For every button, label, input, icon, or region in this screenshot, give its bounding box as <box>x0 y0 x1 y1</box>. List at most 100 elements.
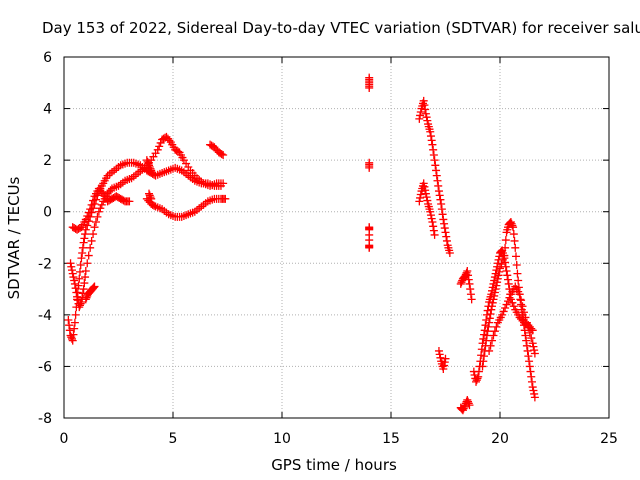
y-tick-label: -8 <box>38 411 52 427</box>
data-point <box>75 274 84 283</box>
data-point <box>431 161 440 170</box>
data-point <box>89 283 98 292</box>
axis-ticks <box>63 56 610 419</box>
data-point <box>415 114 424 123</box>
data-point <box>67 334 76 343</box>
data-point <box>153 145 162 154</box>
data-point <box>498 255 507 264</box>
data-point <box>70 318 79 327</box>
data-point <box>492 281 501 290</box>
data-point <box>78 248 87 257</box>
data-point <box>432 166 441 175</box>
data-point <box>497 247 506 256</box>
data-point <box>428 218 437 227</box>
data-point <box>437 205 446 214</box>
data-point <box>80 234 89 243</box>
data-point <box>147 194 156 203</box>
data-point <box>526 367 535 376</box>
data-point <box>156 138 165 147</box>
data-point <box>143 157 152 166</box>
data-point <box>365 83 374 92</box>
data-point <box>527 334 536 343</box>
data-point <box>525 328 534 337</box>
data-point <box>430 156 439 165</box>
data-point <box>442 232 451 241</box>
data-point <box>125 197 134 206</box>
data-point <box>488 336 497 345</box>
data-point <box>81 230 90 239</box>
data-point <box>508 298 517 307</box>
data-point <box>64 316 73 325</box>
data-point <box>509 223 518 232</box>
data-point <box>503 271 512 280</box>
data-point <box>525 362 534 371</box>
data-point <box>97 200 106 209</box>
data-point <box>503 297 512 306</box>
data-point <box>66 259 75 268</box>
data-point <box>524 323 533 332</box>
data-point <box>484 322 493 331</box>
data-point <box>96 204 105 213</box>
data-point <box>435 191 444 200</box>
data-point <box>485 314 494 323</box>
data-point <box>440 358 449 367</box>
data-point <box>421 109 430 118</box>
data-point <box>86 205 95 214</box>
data-point <box>489 331 498 340</box>
data-point <box>501 243 510 252</box>
data-point <box>430 230 439 239</box>
data-point <box>485 346 494 355</box>
data-point <box>221 194 230 203</box>
data-point <box>440 219 449 228</box>
data-point <box>530 349 539 358</box>
y-axis-label: SDTVAR / TECUs <box>5 176 23 299</box>
data-point <box>464 275 473 284</box>
series-arc-g <box>365 73 374 252</box>
data-point <box>496 264 504 273</box>
data-point <box>71 310 80 319</box>
data-point <box>504 279 513 288</box>
data-point <box>75 303 84 312</box>
data-point <box>466 290 475 299</box>
data-point <box>485 318 494 327</box>
x-tick-label: 15 <box>382 431 400 447</box>
data-point <box>508 221 517 230</box>
data-point <box>83 259 92 268</box>
x-tick-label: 25 <box>600 431 618 447</box>
data-point <box>70 324 79 333</box>
chart-title: Day 153 of 2022, Sidereal Day-to-day VTE… <box>42 19 640 37</box>
data-point <box>502 300 511 309</box>
data-point <box>500 251 509 260</box>
data-point <box>76 299 85 308</box>
x-tick-labels: 0 5 10 15 20 25 <box>60 431 618 447</box>
series-arc-h <box>415 96 454 257</box>
data-point <box>89 230 98 239</box>
data-point <box>511 252 520 261</box>
data-point <box>440 224 449 233</box>
data-point <box>467 295 476 304</box>
data-point <box>415 197 424 206</box>
data-point <box>422 193 431 202</box>
data-point <box>501 303 510 312</box>
data-point <box>365 163 374 172</box>
data-point <box>428 140 437 149</box>
data-point <box>416 193 425 202</box>
data-point <box>423 116 432 125</box>
data-point <box>76 261 85 270</box>
data-point <box>65 326 74 335</box>
data-point <box>219 150 228 159</box>
data-point <box>416 111 425 120</box>
data-point <box>436 353 445 362</box>
data-point <box>435 350 444 359</box>
data-point <box>463 395 472 404</box>
data-point <box>456 279 465 288</box>
data-point <box>488 302 497 311</box>
data-point <box>442 236 451 245</box>
data-point <box>493 278 502 287</box>
data-point <box>427 136 436 145</box>
data-point <box>529 342 538 351</box>
data-point <box>70 276 79 285</box>
data-point <box>89 196 98 205</box>
data-point <box>421 105 430 114</box>
data-point <box>464 399 473 408</box>
